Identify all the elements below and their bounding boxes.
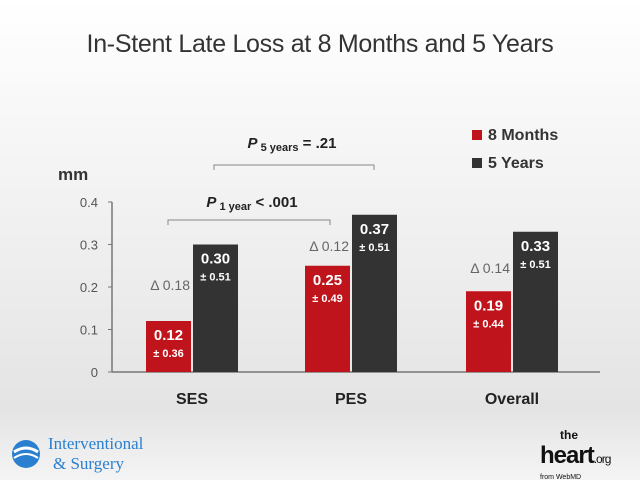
globe-icon: [12, 440, 40, 468]
bar-8-months: [305, 265, 350, 372]
delta-label: Δ 0.12: [309, 238, 349, 254]
theheart-logo: the heart.org from WebMD: [540, 428, 611, 481]
bar-5-years: [193, 244, 238, 372]
x-tick-label: Overall: [485, 391, 539, 408]
data-label: 0.25: [313, 272, 342, 289]
sd-label: ± 0.51: [200, 272, 231, 284]
sd-label: ± 0.51: [520, 259, 551, 271]
data-label: 0.30: [201, 251, 230, 268]
delta-label: Δ 0.14: [470, 260, 510, 276]
data-label: 0.19: [474, 297, 503, 314]
data-label: 0.12: [154, 327, 183, 344]
legend-label: 8 Months: [488, 127, 558, 144]
bar-5-years: [352, 214, 397, 372]
chart-title: In-Stent Late Loss at 8 Months and 5 Yea…: [86, 30, 554, 58]
y-tick-label: 0.4: [80, 195, 98, 210]
bar-5-years: [513, 231, 558, 372]
y-axis-label: mm: [58, 165, 88, 184]
x-tick-label: PES: [335, 391, 367, 408]
sd-label: ± 0.44: [473, 318, 504, 330]
legend-label: 5 Years: [488, 155, 544, 172]
legend-swatch: [472, 130, 482, 140]
y-tick-label: 0.2: [80, 280, 98, 295]
y-tick-label: 0.1: [80, 323, 98, 338]
y-tick-label: 0: [91, 365, 98, 380]
interventional-surgery-logo: Interventional & Surgery: [10, 434, 143, 474]
significance-bracket: [213, 164, 375, 170]
p-value-annotation: P 5 years = .21: [248, 135, 337, 154]
logo-line-1: Interventional: [48, 434, 144, 453]
data-label: 0.33: [521, 238, 550, 255]
x-tick-label: SES: [176, 391, 208, 408]
sd-label: ± 0.36: [153, 348, 184, 360]
delta-label: Δ 0.18: [150, 277, 190, 293]
p-value-annotation: P 1 year < .001: [206, 194, 297, 213]
sd-label: ± 0.49: [312, 293, 343, 305]
data-label: 0.37: [360, 221, 389, 238]
logo-line-2: & Surgery: [53, 454, 124, 473]
legend-swatch: [472, 158, 482, 168]
sd-label: ± 0.51: [359, 242, 390, 254]
significance-bracket: [167, 219, 331, 225]
y-tick-label: 0.3: [80, 238, 98, 253]
bar-8-months: [466, 291, 511, 372]
bar-8-months: [146, 321, 191, 372]
